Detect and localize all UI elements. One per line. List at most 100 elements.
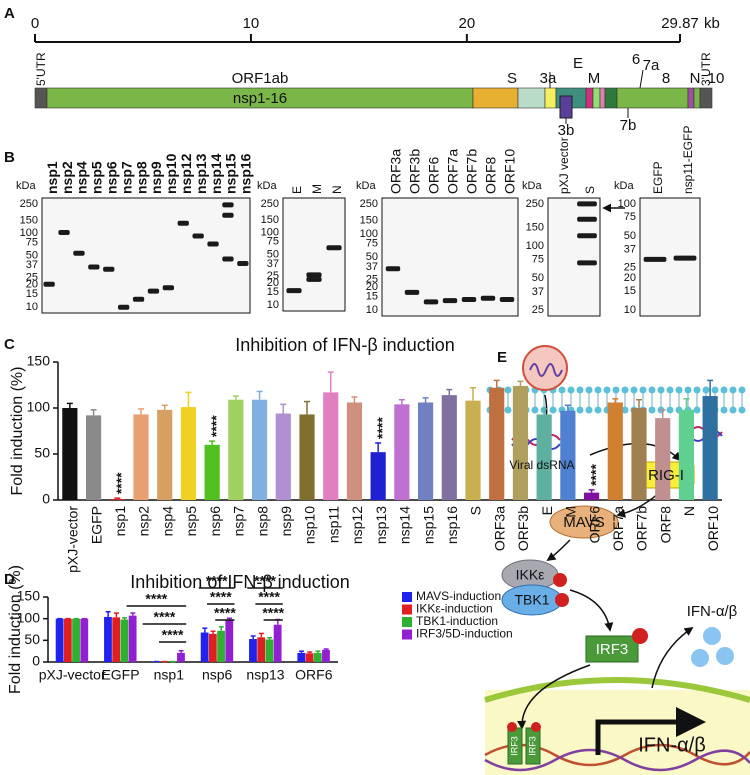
bar [607, 402, 623, 500]
blot-marker: 15 [366, 291, 378, 303]
panel-label: A [4, 5, 15, 22]
legend-label: IRF3/5D-induction [416, 627, 513, 641]
significance: **** [258, 589, 280, 605]
bar [63, 618, 72, 662]
gene-label: M [588, 70, 601, 87]
pathway-label: Viral dsRNA [509, 458, 574, 472]
blot-marker: 20 [26, 279, 38, 291]
blot-marker: 150 [360, 215, 378, 227]
genome-tick-label: 10 [243, 15, 260, 32]
bar [297, 652, 306, 662]
significance: **** [206, 573, 228, 589]
blot-lane-label: nsp2 [59, 161, 75, 194]
blot-lane-label: nsp1 [44, 161, 60, 194]
membrane-head [648, 386, 656, 394]
x-tick-label: nsp8 [254, 506, 270, 537]
significance: **** [208, 415, 224, 437]
blot-marker: 250 [526, 198, 544, 210]
blot-band [577, 260, 597, 266]
bar [702, 396, 718, 500]
blot-marker: 50 [624, 230, 636, 242]
blot-marker: 250 [20, 198, 38, 210]
bar [120, 619, 129, 662]
blot-marker: 10 [624, 304, 636, 316]
blot-marker: 250 [360, 198, 378, 210]
y-axis-label: Fold induction (%) [9, 367, 26, 496]
blot-band [222, 256, 234, 262]
x-tick-label: ORF7b [634, 506, 650, 551]
x-tick-label: EGFP [88, 506, 104, 544]
blot-band [117, 304, 130, 310]
membrane-head [585, 386, 593, 394]
blot-band [103, 266, 115, 272]
membrane-head [675, 386, 683, 394]
x-tick-label: pXJ-vector [39, 667, 106, 683]
blot-band [88, 264, 100, 270]
membrane-head [666, 386, 674, 394]
blot-image [381, 197, 519, 317]
bar [225, 619, 234, 662]
y-tick-label: 0 [32, 653, 40, 669]
blot-lane-label: ORF6 [426, 156, 442, 194]
x-tick-label: nsp6 [207, 506, 223, 537]
blot-lane-label: nsp15 [223, 153, 239, 194]
blot-lane-label: ORF8 [483, 156, 499, 194]
blot-band [162, 285, 175, 291]
y-tick-label: 0 [42, 491, 50, 507]
bar [322, 649, 330, 662]
gene-box [616, 87, 689, 109]
blot-marker: 20 [366, 281, 378, 293]
x-tick-label: nsp12 [349, 506, 365, 544]
blot-lane-label: pXJ vector [557, 137, 571, 194]
x-tick-label: ORF10 [705, 506, 721, 551]
blot-image [282, 197, 346, 312]
bar [251, 399, 268, 500]
bar [112, 617, 121, 662]
significance: **** [262, 605, 284, 621]
pathway-label: IRF3 [527, 736, 537, 756]
x-tick-label: ORF7a [610, 506, 626, 551]
blot-lane-label: ORF7a [445, 149, 461, 194]
gene-box [699, 87, 713, 109]
y-tick-label: 100 [27, 399, 51, 415]
blot-lane-label: EGFP [651, 161, 665, 194]
genome-tick-label: 29.87 [661, 15, 699, 32]
blot-marker: 37 [26, 259, 38, 271]
membrane-head [720, 406, 728, 414]
blot-marker: 75 [624, 211, 636, 223]
blot-marker: 25 [532, 304, 544, 316]
blot-marker: 100 [261, 227, 279, 239]
blot-image [547, 197, 601, 317]
x-tick-label: nsp14 [397, 506, 413, 544]
bar [249, 639, 257, 662]
pathway-label: IRF3 [596, 641, 629, 658]
membrane-head [576, 386, 584, 394]
membrane-head [504, 386, 512, 394]
significance: **** [113, 472, 129, 494]
x-tick-label: nsp13 [246, 667, 284, 683]
gene-box [472, 87, 519, 109]
y-axis-label: Fold induction (%) [7, 565, 24, 694]
blot-lane-label: nsp9 [148, 161, 164, 194]
blot-lane-label: nsp16 [238, 153, 254, 194]
bar [370, 452, 386, 500]
significance: **** [214, 605, 236, 621]
legend-swatch [402, 617, 412, 627]
membrane-head [621, 386, 629, 394]
bar [275, 413, 291, 500]
blot-unit: kDa [16, 180, 36, 192]
blot-marker: 15 [624, 285, 636, 297]
legend-swatch [402, 604, 412, 615]
blot-band [326, 245, 342, 251]
membrane-head [585, 406, 593, 414]
blot-lane-label: nsp4 [74, 161, 90, 194]
membrane-head [630, 386, 638, 394]
legend-swatch [402, 629, 412, 640]
blot-band [237, 261, 249, 267]
blot-band [222, 212, 234, 218]
bar [323, 392, 339, 500]
legend-label: MAVS-induction [416, 589, 501, 603]
panel-label: E [497, 349, 507, 366]
blot-band [480, 295, 496, 301]
blot-marker: 37 [366, 261, 378, 273]
